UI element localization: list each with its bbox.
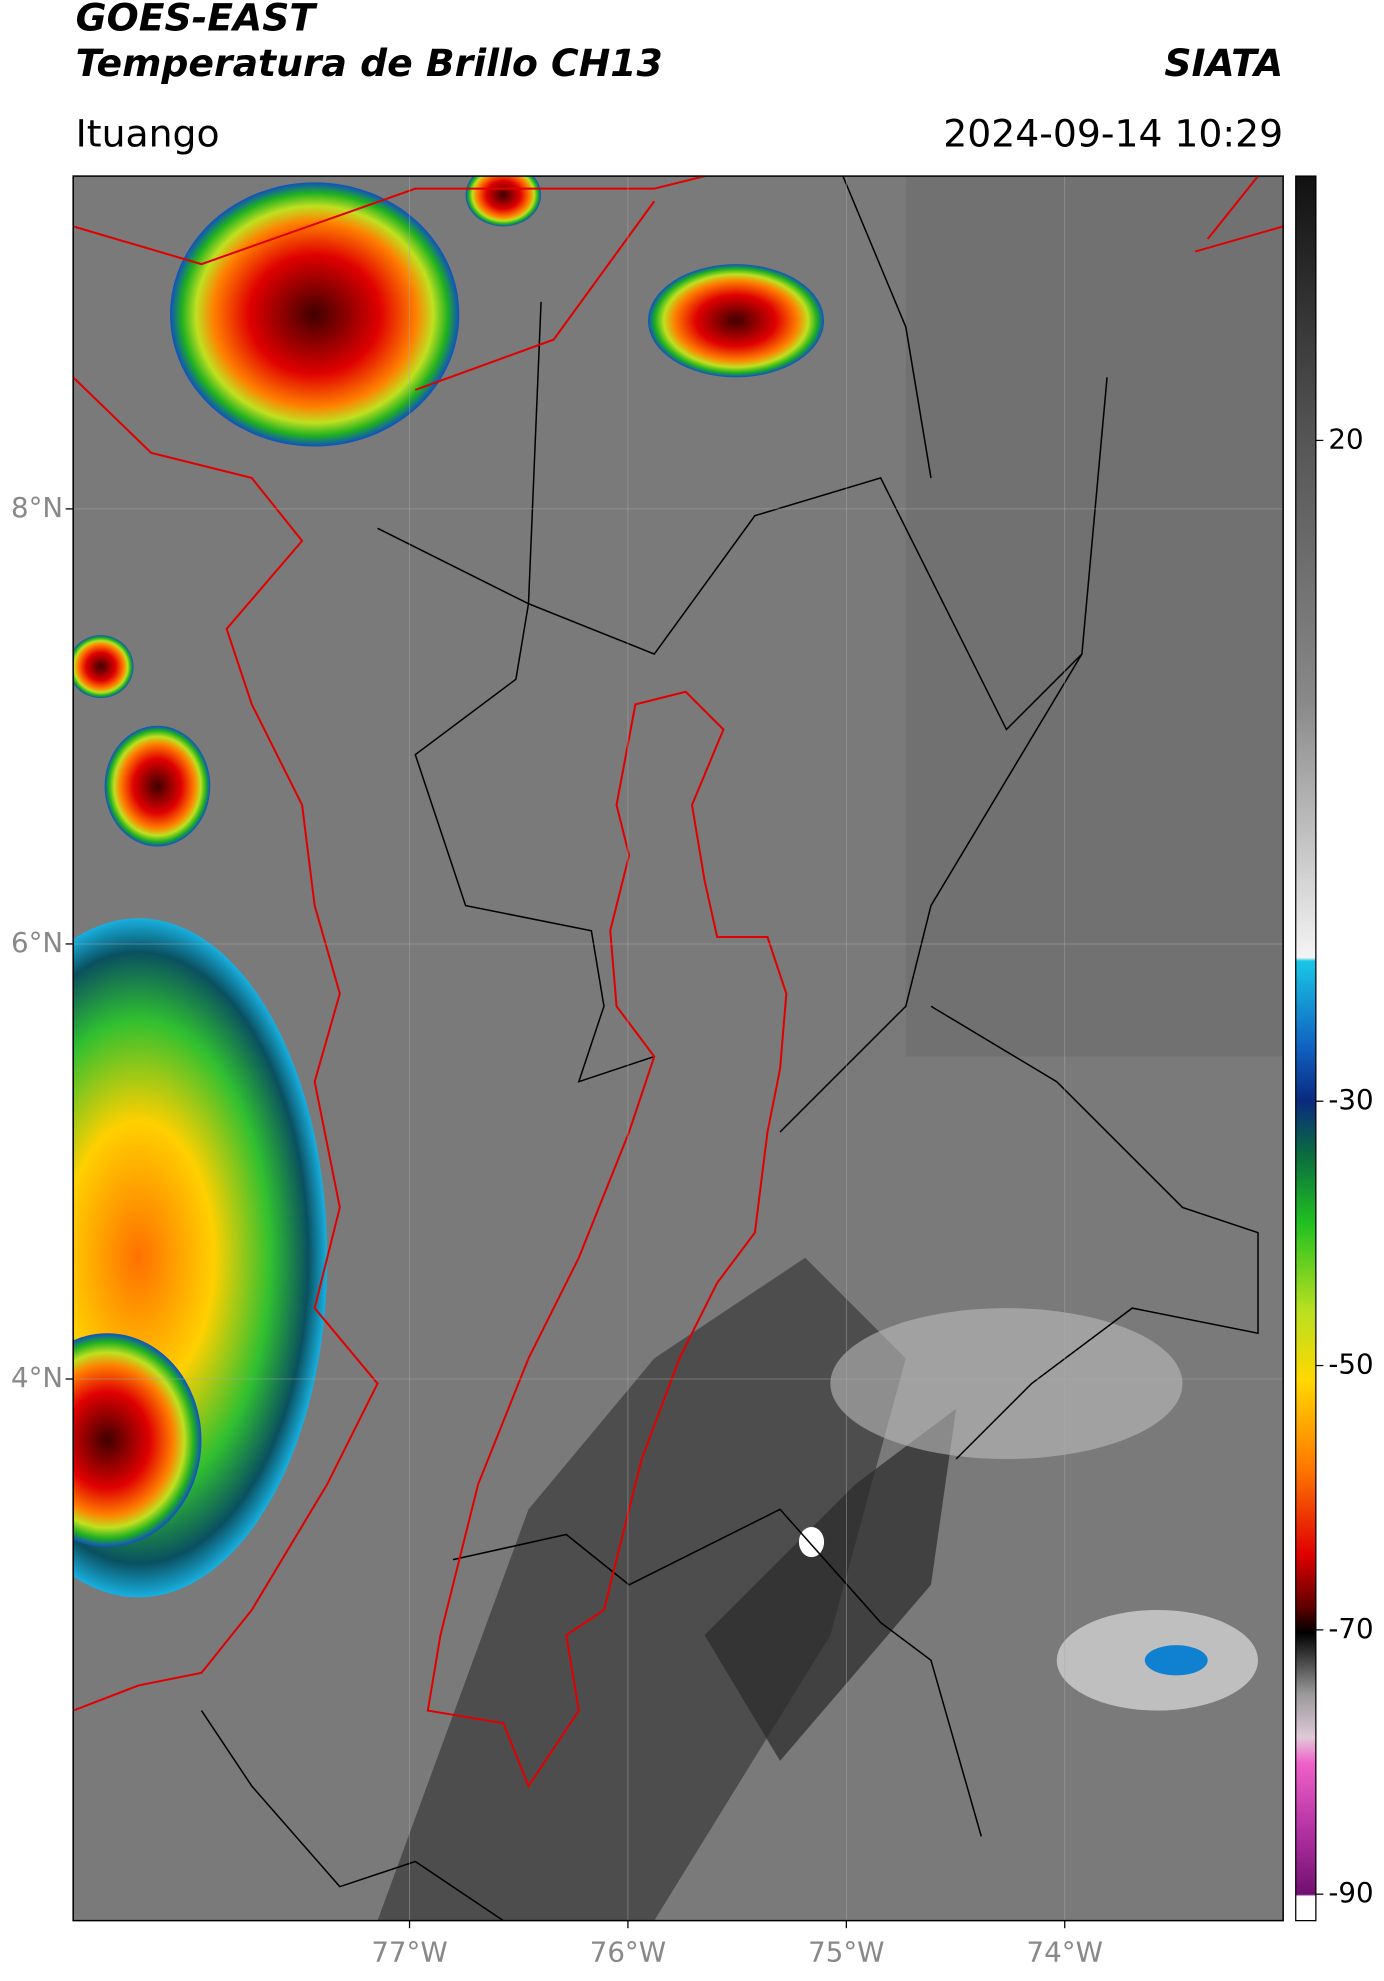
grid bbox=[73, 176, 1284, 1921]
x-tick-label: 76°W bbox=[590, 1935, 666, 1968]
location: Ituango bbox=[76, 111, 220, 155]
datetime: 2024-09-14 10:29 bbox=[943, 111, 1283, 155]
y-tick-label: 4°N bbox=[11, 1361, 63, 1394]
x-tick-label: 75°W bbox=[808, 1935, 884, 1968]
x-tick-label: 77°W bbox=[371, 1935, 447, 1968]
y-tick-label: 8°N bbox=[11, 491, 63, 524]
y-tick-label: 6°N bbox=[11, 926, 63, 959]
colorbar-tick-label: -30 bbox=[1328, 1083, 1373, 1116]
colorbar-tick-label: -90 bbox=[1328, 1876, 1373, 1909]
x-tick-label: 74°W bbox=[1027, 1935, 1103, 1968]
colorbar-tick-label: -70 bbox=[1328, 1612, 1373, 1645]
map-frame bbox=[72, 175, 1284, 1922]
source: SIATA bbox=[1164, 41, 1283, 85]
colorbar bbox=[1295, 175, 1317, 1922]
subtitle: Temperatura de Brillo CH13 bbox=[76, 41, 663, 85]
title: GOES-EAST bbox=[76, 0, 319, 40]
colorbar-tick-label: 20 bbox=[1328, 422, 1363, 455]
colorbar-tick-label: -50 bbox=[1328, 1348, 1373, 1381]
imagery bbox=[73, 176, 1284, 1921]
